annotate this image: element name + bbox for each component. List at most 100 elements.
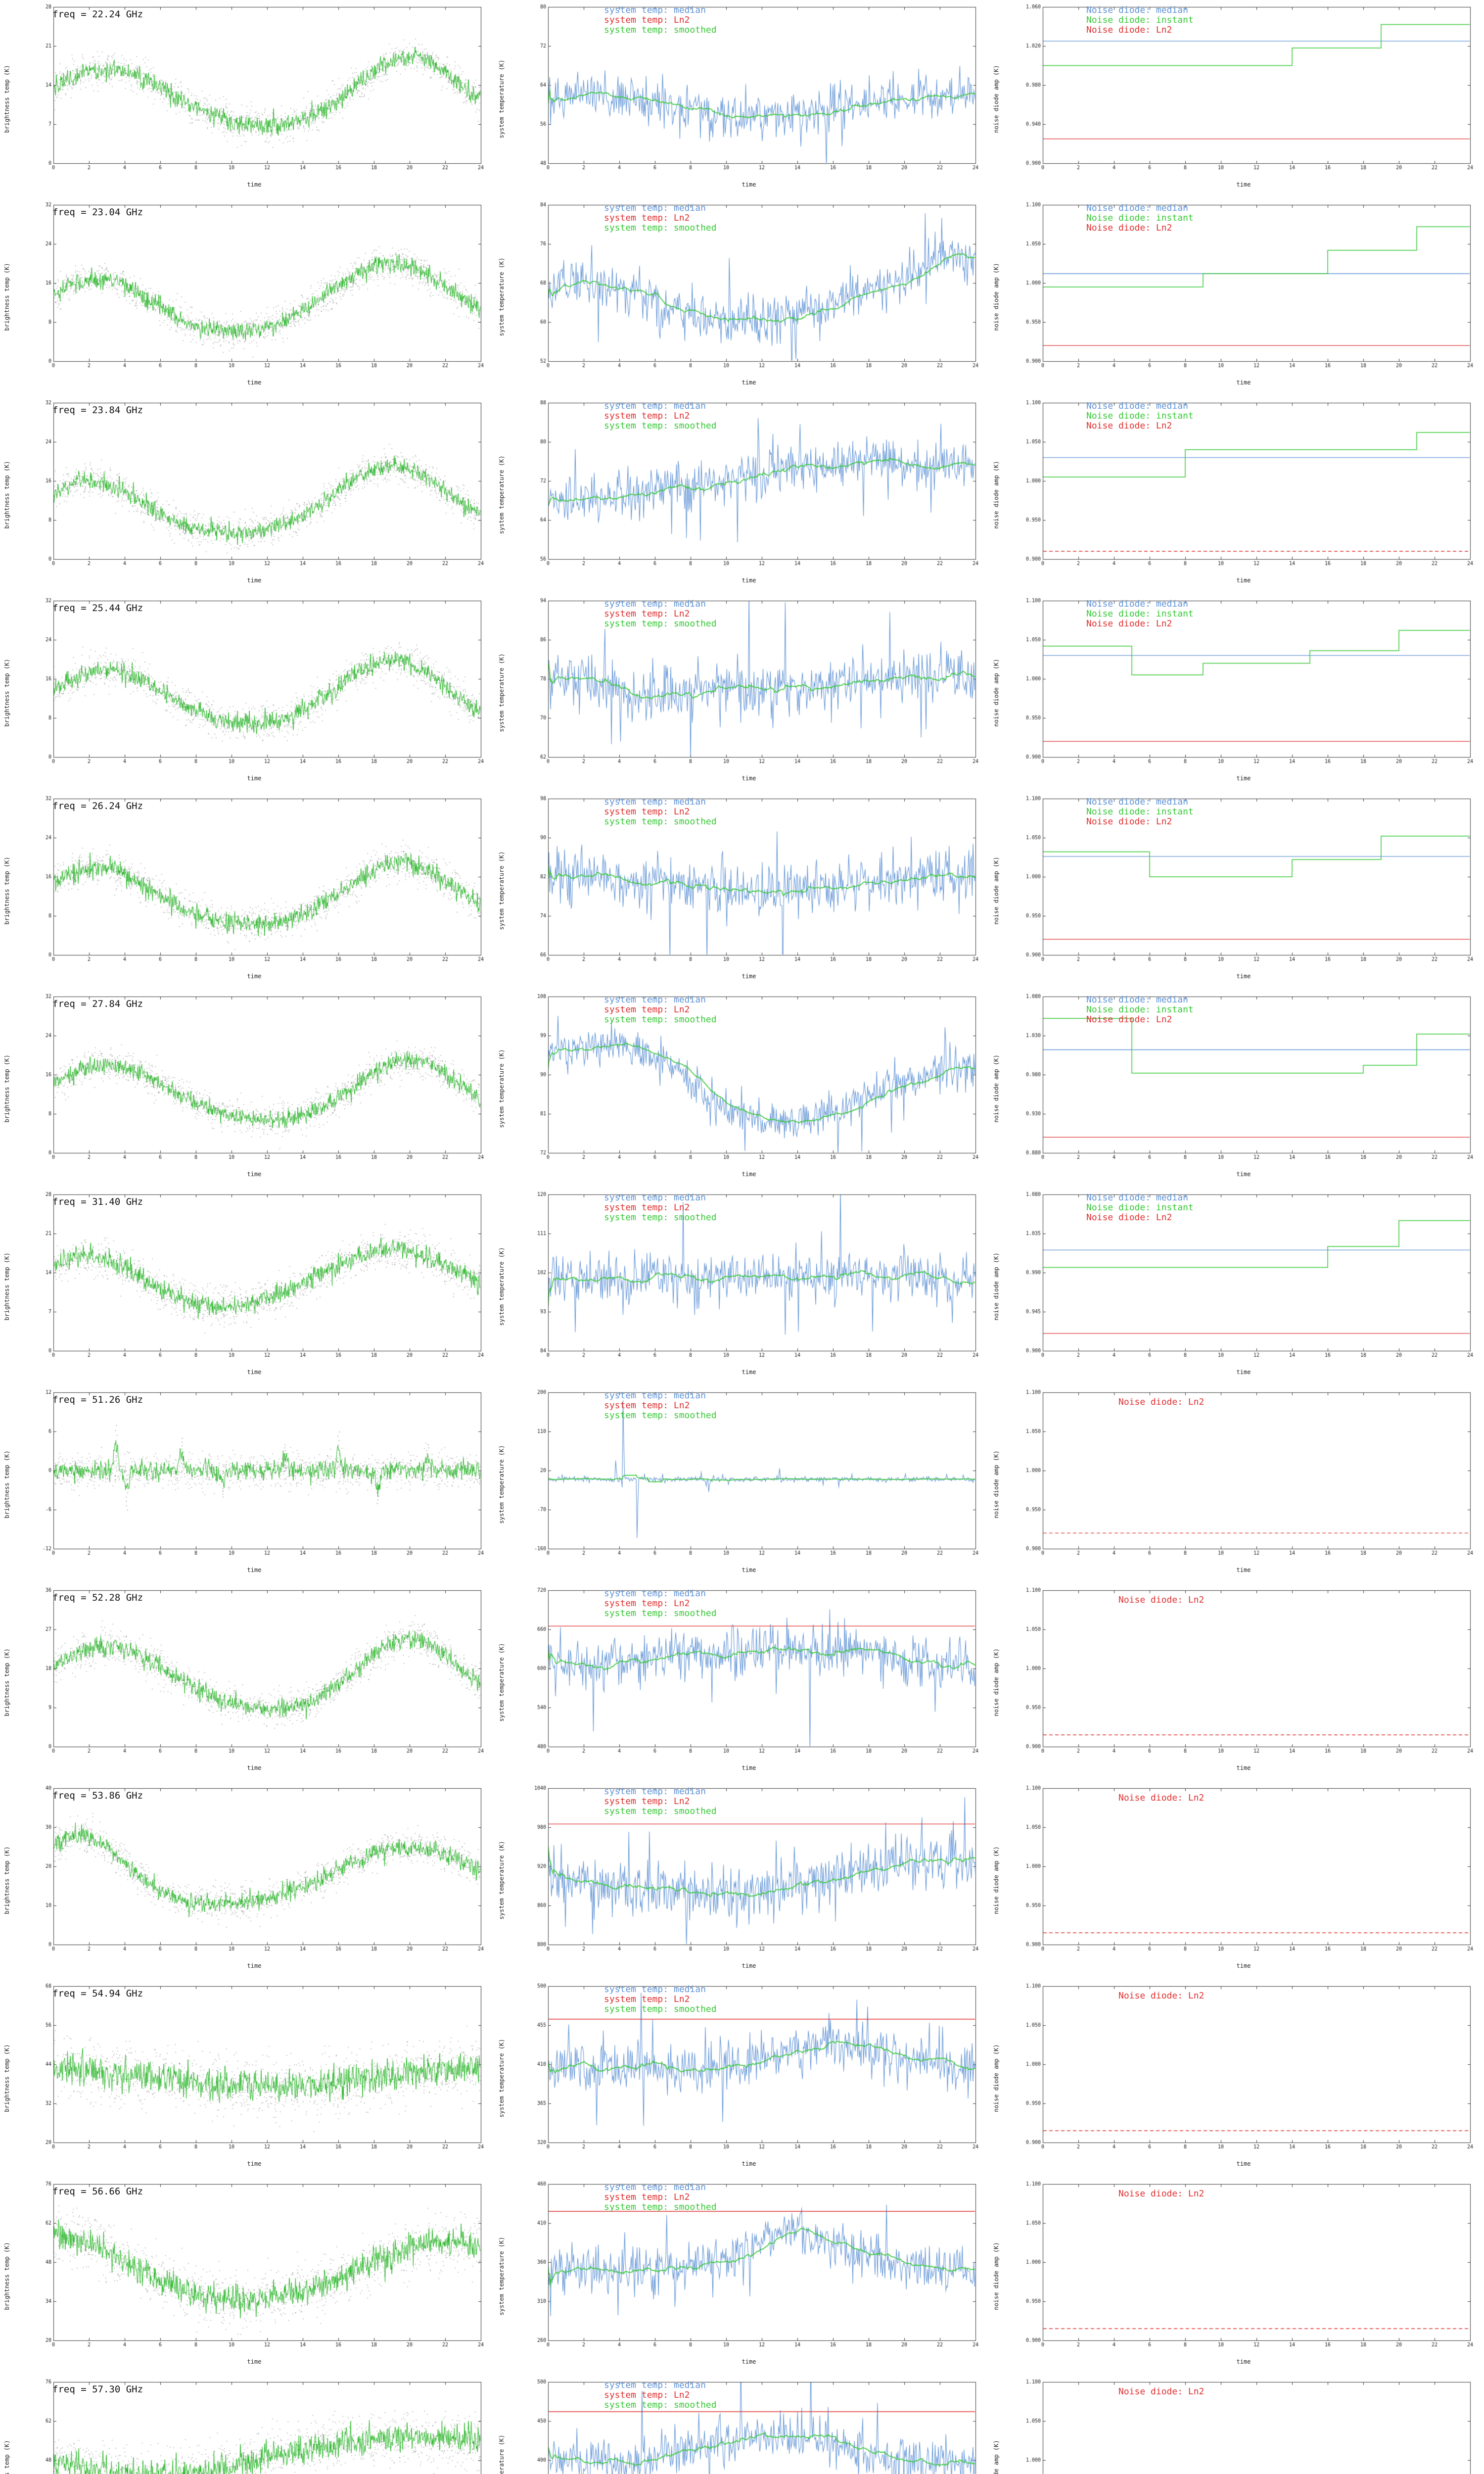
st-plot-canvas [517,3,980,177]
bt-plot-canvas [23,2378,486,2474]
y-axis-label: noise diode amp (K) [993,2242,1000,2310]
y-axis-label: system temperature (K) [498,257,505,336]
panel-row5-nd: noise diode amp (K) Noise diode: median No… [989,792,1484,990]
st-plot-canvas [517,201,980,375]
nd-plot-canvas [1012,2378,1475,2474]
y-axis-label: brightness temp (K) [3,1252,10,1321]
bt-plot-area: freq = 22.24 GHz [23,3,486,177]
x-axis-label: time [247,1369,262,1376]
nd-plot-area: Noise diode: Ln2 [1012,2180,1475,2354]
x-axis-label: time [1236,2160,1251,2167]
bt-plot-canvas [23,1982,486,2156]
y-axis-label: brightness temp (K) [3,65,10,133]
bt-plot-area: freq = 23.04 GHz [23,201,486,375]
y-axis-label: system temperature (K) [498,1643,505,1722]
nd-plot-area: Noise diode: Ln2 [1012,1784,1475,1958]
st-plot-area: system temp: median system temp: Ln2 syste… [517,1784,980,1958]
panel-row1-st: system temperature (K) system temp: media… [495,0,989,198]
panel-row4-nd: noise diode amp (K) Noise diode: median No… [989,594,1484,792]
panel-row2-st: system temperature (K) system temp: media… [495,198,989,396]
st-plot-area: system temp: median system temp: Ln2 syste… [517,3,980,177]
panel-row10-nd: noise diode amp (K) Noise diode: Ln2 time [989,1781,1484,1979]
x-axis-label: time [742,2160,756,2167]
y-axis-label: system temperature (K) [498,1247,505,1326]
y-axis-label: brightness temp (K) [3,1648,10,1716]
x-axis-label: time [742,577,756,584]
panel-row5-bt: brightness temp (K) freq = 26.24 GHz time [0,792,495,990]
x-axis-label: time [247,2160,262,2167]
st-plot-canvas [517,1388,980,1563]
x-axis-label: time [1236,1567,1251,1573]
panel-row9-st: system temperature (K) system temp: media… [495,1583,989,1781]
y-axis-label: noise diode amp (K) [993,1450,1000,1519]
x-axis-label: time [742,1962,756,1969]
y-axis-label: brightness temp (K) [3,1450,10,1519]
x-axis-label: time [1236,1369,1251,1376]
y-axis-label: noise diode amp (K) [993,65,1000,133]
x-axis-label: time [742,2358,756,2365]
y-axis-label: noise diode amp (K) [993,2440,1000,2474]
bt-plot-canvas [23,1190,486,1365]
bt-plot-canvas [23,1784,486,1958]
x-axis-label: time [1236,1171,1251,1178]
y-axis-label: system temperature (K) [498,2236,505,2316]
x-axis-label: time [247,1171,262,1178]
freq-label: freq = 23.84 GHz [52,405,143,416]
bt-plot-area: freq = 52.28 GHz [23,1586,486,1760]
y-axis-label: brightness temp (K) [3,2242,10,2310]
bt-plot-canvas [23,1586,486,1760]
nd-plot-area: Noise diode: median Noise diode: instant N… [1012,1190,1475,1365]
bt-plot-area: freq = 56.66 GHz [23,2180,486,2354]
panel-row8-nd: noise diode amp (K) Noise diode: Ln2 time [989,1385,1484,1583]
x-axis-label: time [742,1567,756,1573]
y-axis-label: noise diode amp (K) [993,263,1000,331]
x-axis-label: time [247,775,262,782]
st-plot-area: system temp: median system temp: Ln2 syste… [517,795,980,969]
panel-row5-st: system temperature (K) system temp: media… [495,792,989,990]
y-axis-label: system temperature (K) [498,59,505,139]
panel-row3-nd: noise diode amp (K) Noise diode: median No… [989,396,1484,594]
y-axis-label: system temperature (K) [498,653,505,732]
y-axis-label: system temperature (K) [498,1049,505,1128]
y-axis-label: noise diode amp (K) [993,1054,1000,1123]
panel-row6-nd: noise diode amp (K) Noise diode: median No… [989,990,1484,1188]
panel-row3-bt: brightness temp (K) freq = 23.84 GHz time [0,396,495,594]
y-axis-label: brightness temp (K) [3,1054,10,1123]
x-axis-label: time [742,181,756,188]
nd-plot-area: Noise diode: median Noise diode: instant N… [1012,3,1475,177]
st-plot-area: system temp: median system temp: Ln2 syste… [517,201,980,375]
bt-plot-canvas [23,399,486,573]
nd-plot-area: Noise diode: Ln2 [1012,1982,1475,2156]
panel-row7-st: system temperature (K) system temp: media… [495,1188,989,1385]
x-axis-label: time [742,775,756,782]
x-axis-label: time [247,181,262,188]
bt-plot-area: freq = 25.44 GHz [23,597,486,771]
x-axis-label: time [247,1764,262,1771]
y-axis-label: noise diode amp (K) [993,2044,1000,2112]
nd-plot-canvas [1012,597,1475,771]
bt-plot-area: freq = 23.84 GHz [23,399,486,573]
freq-label: freq = 54.94 GHz [52,1988,143,1999]
x-axis-label: time [1236,577,1251,584]
y-axis-label: brightness temp (K) [3,2440,10,2474]
st-plot-area: system temp: median system temp: Ln2 syste… [517,399,980,573]
st-plot-canvas [517,795,980,969]
nd-plot-area: Noise diode: median Noise diode: instant N… [1012,993,1475,1167]
y-axis-label: system temperature (K) [498,455,505,534]
y-axis-label: brightness temp (K) [3,1846,10,1914]
nd-plot-area: Noise diode: Ln2 [1012,1388,1475,1563]
nd-plot-canvas [1012,1388,1475,1563]
panel-row8-st: system temperature (K) system temp: media… [495,1385,989,1583]
x-axis-label: time [1236,1962,1251,1969]
bt-plot-canvas [23,1388,486,1563]
nd-plot-area: Noise diode: Ln2 [1012,2378,1475,2474]
freq-label: freq = 22.24 GHz [52,9,143,20]
st-plot-canvas [517,597,980,771]
st-plot-canvas [517,1190,980,1365]
st-plot-canvas [517,399,980,573]
panel-row10-bt: brightness temp (K) freq = 53.86 GHz time [0,1781,495,1979]
nd-plot-canvas [1012,3,1475,177]
